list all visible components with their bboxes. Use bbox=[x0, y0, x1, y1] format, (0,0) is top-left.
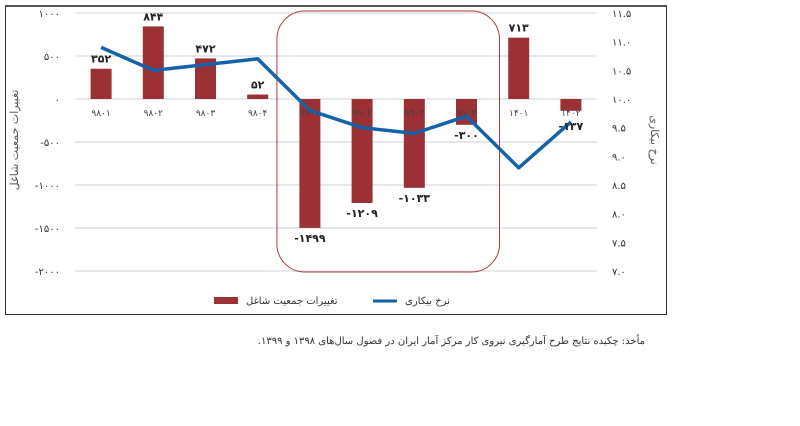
data-label: -۱۰۳۳ bbox=[399, 192, 431, 205]
x-tick-label: ۹۹۰۴ bbox=[457, 109, 477, 119]
x-tick-label: ۹۸۰۱ bbox=[91, 109, 110, 119]
y-left-tick-label: ۵۰۰ bbox=[44, 52, 60, 63]
data-label: ۷۱۳ bbox=[509, 22, 529, 35]
x-tick-label: ۹۹۰۳ bbox=[405, 109, 425, 119]
data-label: -۱۲۰۹ bbox=[346, 207, 378, 220]
data-label: -۱۳۷ bbox=[559, 120, 584, 133]
source-note: مأخذ: چکیده نتایج طرح آمارگیری نیروی کار… bbox=[257, 336, 645, 347]
data-label: ۵۲ bbox=[251, 79, 265, 92]
x-tick-label: ۹۸۰۴ bbox=[248, 109, 268, 119]
y-left-tick-label: -۲۰۰۰ bbox=[35, 267, 60, 278]
y-left-tick-label: -۱۰۰۰ bbox=[35, 181, 60, 192]
y-left-tick-label: ۰ bbox=[55, 95, 60, 106]
y-right-tick-label: ۸.۰ bbox=[612, 210, 626, 221]
legend-swatch-bar bbox=[214, 297, 238, 304]
chart-frame bbox=[5, 5, 667, 315]
y-right-tick-label: ۹.۰ bbox=[612, 152, 626, 163]
data-label: -۳۰۰ bbox=[454, 129, 479, 142]
y-right-tick-label: ۷.۰ bbox=[612, 267, 626, 278]
y-right-tick-label: ۱۱.۵ bbox=[612, 9, 631, 20]
x-tick-label: ۹۸۰۳ bbox=[196, 109, 216, 119]
y-right-tick-label: ۷.۵ bbox=[612, 238, 626, 249]
data-label: -۱۴۹۹ bbox=[294, 232, 326, 245]
x-tick-label: ۱۴۰۲ bbox=[561, 109, 581, 119]
bar bbox=[247, 94, 269, 99]
bar bbox=[195, 58, 216, 99]
y-right-tick-label: ۱۱.۰ bbox=[612, 38, 631, 49]
y-left-tick-label: -۱۵۰۰ bbox=[35, 224, 60, 235]
x-tick-label: ۹۹۰۲ bbox=[352, 109, 372, 119]
bar bbox=[90, 68, 112, 99]
data-label: ۳۵۲ bbox=[91, 53, 111, 66]
y-left-tick-label: ۱۰۰۰ bbox=[39, 9, 60, 20]
y-right-tick-label: ۱۰.۵ bbox=[612, 66, 631, 77]
legend: تغییرات جمعیت شاغل نرخ بیکاری bbox=[214, 296, 450, 307]
x-tick-label: ۹۹۰۱ bbox=[300, 109, 319, 119]
bar bbox=[403, 99, 425, 188]
data-label: ۴۷۲ bbox=[195, 42, 215, 55]
bar bbox=[560, 99, 582, 111]
legend-label-bar: تغییرات جمعیت شاغل bbox=[246, 296, 338, 307]
bar bbox=[508, 37, 530, 99]
y-axis-right-title: نرخ بیکاری bbox=[648, 115, 661, 164]
highlight-box bbox=[276, 10, 500, 273]
data-label: ۸۴۴ bbox=[143, 10, 163, 23]
y-left-tick-label: -۵۰۰ bbox=[40, 138, 60, 149]
bar bbox=[142, 26, 164, 99]
y-right-tick-label: ۹.۵ bbox=[612, 124, 626, 135]
y-axis-left-title: تغییرات جمعیت شاغل bbox=[8, 90, 21, 191]
x-tick-label: ۹۸۰۲ bbox=[144, 109, 164, 119]
x-tick-label: ۱۴۰۱ bbox=[509, 109, 528, 119]
y-right-tick-label: ۱۰.۰ bbox=[612, 95, 631, 106]
bar bbox=[299, 99, 321, 228]
legend-label-line: نرخ بیکاری bbox=[405, 296, 450, 307]
y-right-tick-label: ۸.۵ bbox=[612, 181, 626, 192]
unemployment-line bbox=[100, 45, 573, 170]
